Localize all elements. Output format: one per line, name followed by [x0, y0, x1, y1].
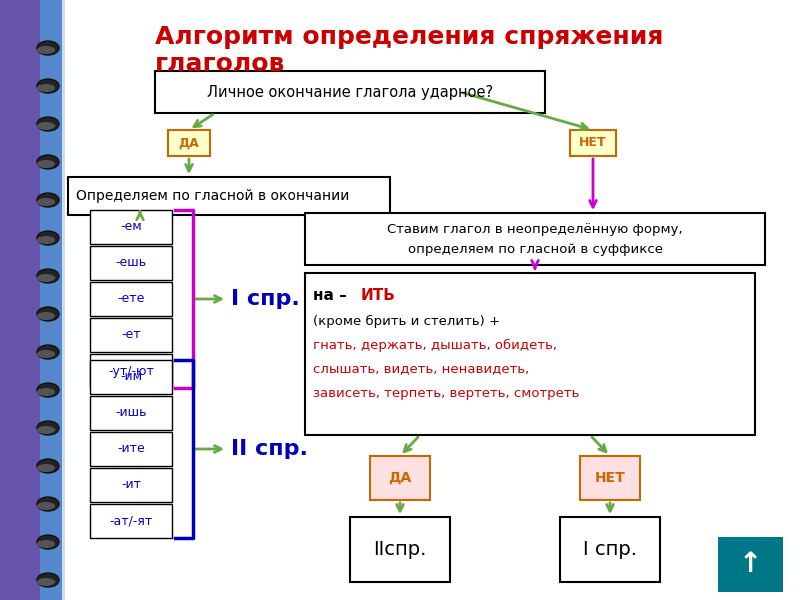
Bar [90, 360, 172, 394]
Ellipse shape [37, 236, 55, 244]
Text: на –: на – [313, 287, 352, 302]
Bar [570, 130, 616, 156]
Text: -ат/-ят: -ат/-ят [110, 514, 153, 527]
Ellipse shape [37, 41, 59, 55]
Bar [305, 273, 755, 435]
Ellipse shape [37, 46, 55, 54]
Ellipse shape [37, 459, 59, 473]
Text: Личное окончание глагола ударное?: Личное окончание глагола ударное? [207, 85, 493, 100]
Text: ДА: ДА [388, 471, 412, 485]
Text: слышать, видеть, ненавидеть,: слышать, видеть, ненавидеть, [313, 362, 530, 376]
Text: I спр.: I спр. [231, 289, 300, 309]
Bar [90, 396, 172, 430]
Text: -ишь: -ишь [115, 407, 146, 419]
Bar [718, 537, 783, 592]
Bar [90, 432, 172, 466]
Text: -ешь: -ешь [115, 257, 146, 269]
Ellipse shape [37, 502, 55, 510]
Bar [90, 210, 172, 244]
Text: определяем по гласной в суффиксе: определяем по гласной в суффиксе [407, 242, 662, 256]
Text: зависеть, терпеть, вертеть, смотреть: зависеть, терпеть, вертеть, смотреть [313, 386, 579, 400]
Text: -ите: -ите [117, 443, 145, 455]
Text: Алгоритм определения спряжения: Алгоритм определения спряжения [155, 25, 663, 49]
Ellipse shape [37, 269, 59, 283]
Bar [62, 0, 65, 600]
Ellipse shape [37, 193, 59, 207]
Ellipse shape [37, 573, 59, 587]
Bar [560, 517, 660, 582]
Bar [350, 517, 450, 582]
Text: I спр.: I спр. [583, 540, 637, 559]
Ellipse shape [37, 307, 59, 321]
Bar [90, 468, 172, 502]
Text: -ут/-ют: -ут/-ют [108, 364, 154, 377]
Bar [580, 456, 640, 500]
Ellipse shape [37, 122, 55, 130]
Ellipse shape [37, 84, 55, 92]
Text: -ит: -ит [121, 479, 141, 491]
Text: Определяем по гласной в окончании: Определяем по гласной в окончании [76, 189, 350, 203]
Bar [90, 282, 172, 316]
Ellipse shape [37, 155, 59, 169]
Bar [305, 213, 765, 265]
Text: IIспр.: IIспр. [374, 540, 426, 559]
Ellipse shape [37, 117, 59, 131]
Ellipse shape [37, 388, 55, 396]
Ellipse shape [37, 350, 55, 358]
Text: (кроме брить и стелить) +: (кроме брить и стелить) + [313, 314, 500, 328]
Text: ↑: ↑ [738, 550, 762, 578]
Text: Ставим глагол в неопределённую форму,: Ставим глагол в неопределённую форму, [387, 223, 683, 235]
Ellipse shape [37, 464, 55, 472]
Ellipse shape [37, 345, 59, 359]
Text: -ем: -ем [120, 220, 142, 233]
Text: -им: -им [120, 370, 142, 383]
Ellipse shape [37, 198, 55, 206]
Bar [68, 177, 390, 215]
Bar [168, 130, 210, 156]
Ellipse shape [37, 383, 59, 397]
Bar [90, 318, 172, 352]
Bar [370, 456, 430, 500]
Bar [90, 504, 172, 538]
Ellipse shape [37, 231, 59, 245]
Ellipse shape [37, 312, 55, 320]
Text: ДА: ДА [178, 136, 199, 149]
Ellipse shape [37, 274, 55, 282]
Ellipse shape [37, 426, 55, 434]
Bar [90, 354, 172, 388]
Bar [0, 0, 70, 600]
Ellipse shape [37, 578, 55, 586]
Ellipse shape [37, 497, 59, 511]
Ellipse shape [37, 421, 59, 435]
Ellipse shape [37, 540, 55, 548]
Text: ИТЬ: ИТЬ [361, 287, 396, 302]
Text: НЕТ: НЕТ [579, 136, 606, 149]
Text: -ете: -ете [118, 292, 145, 305]
Ellipse shape [37, 79, 59, 93]
Ellipse shape [37, 160, 55, 168]
Bar [90, 246, 172, 280]
Text: глаголов: глаголов [155, 52, 286, 76]
Text: -ет: -ет [121, 329, 141, 341]
Ellipse shape [37, 535, 59, 549]
Text: НЕТ: НЕТ [594, 471, 626, 485]
Text: II спр.: II спр. [231, 439, 308, 459]
Text: гнать, держать, дышать, обидеть,: гнать, держать, дышать, обидеть, [313, 338, 557, 352]
Bar [40, 0, 70, 600]
Bar [155, 71, 545, 113]
